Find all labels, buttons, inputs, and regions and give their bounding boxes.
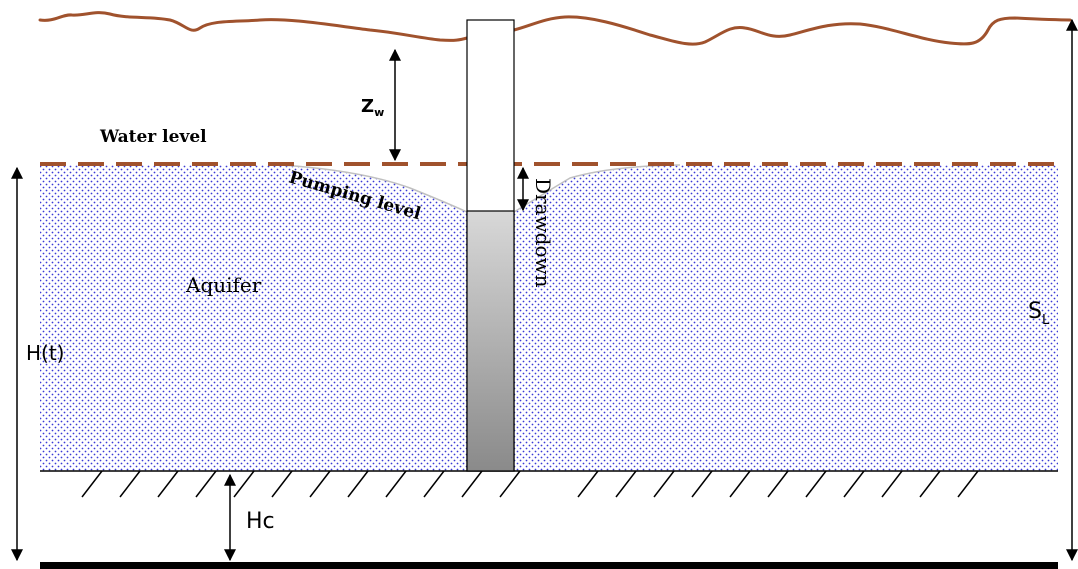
aquifer-left xyxy=(40,165,467,471)
sl-label-main: S xyxy=(1028,299,1042,324)
zw-label-main: Z xyxy=(361,96,374,117)
well-water-column xyxy=(466,210,515,472)
cone-of-depression xyxy=(280,165,467,212)
ground-surface-line xyxy=(38,11,1072,46)
ht-label: H(t) xyxy=(26,341,65,365)
zw-label-sub: w xyxy=(374,106,384,119)
pumping-level-curve-left xyxy=(279,164,468,213)
drawdown-label: Drawdown xyxy=(531,178,555,288)
zw-label: Zw xyxy=(361,96,384,119)
bedrock-line xyxy=(40,562,1058,569)
pumping-level-curve-right xyxy=(513,164,681,213)
sl-label: SL xyxy=(1028,299,1050,328)
aquifer-right xyxy=(514,165,1058,471)
hc-label: Hc xyxy=(246,509,275,534)
confining-layer-hatching xyxy=(81,470,979,498)
aquifer-label: Aquifer xyxy=(185,273,262,297)
water-level-label: Water level xyxy=(99,127,207,147)
cone-of-depression-right xyxy=(514,165,680,212)
sl-label-sub: L xyxy=(1042,313,1050,328)
